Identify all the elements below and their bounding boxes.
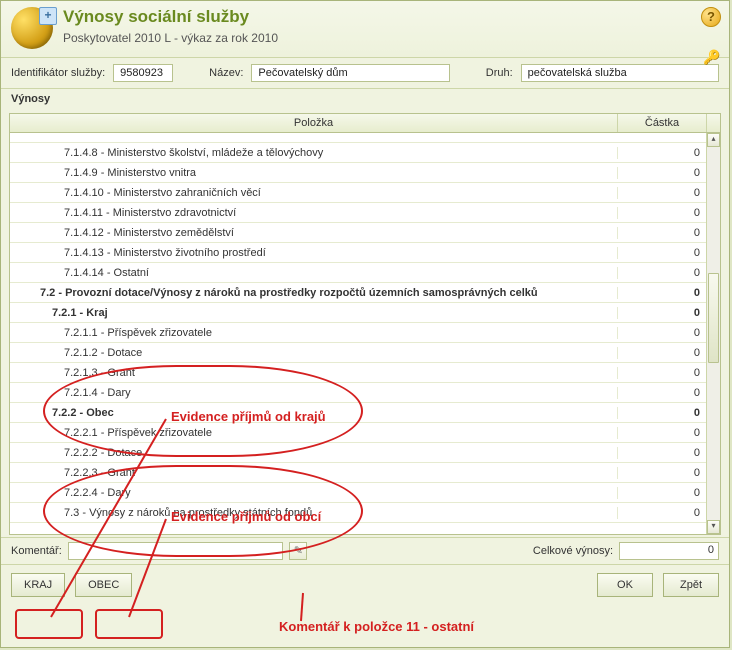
cell-item: 7.2.1.3 - Grant xyxy=(10,367,618,379)
table-row[interactable]: 7.2.1.2 - Dotace0 xyxy=(10,343,706,363)
table-row[interactable]: 7.2.2.2 - Dotace0 xyxy=(10,443,706,463)
cell-amount: 0 xyxy=(618,147,706,159)
cell-amount: 0 xyxy=(618,207,706,219)
table-row[interactable]: 7.2 - Provozní dotace/Výnosy z nároků na… xyxy=(10,283,706,303)
header: Výnosy sociální služby Poskytovatel 2010… xyxy=(1,1,729,58)
table-row[interactable]: 7.1.4.8 - Ministerstvo školství, mládeže… xyxy=(10,143,706,163)
rows-container: 7.1.4.8 - Ministerstvo školství, mládeže… xyxy=(10,133,706,534)
table-row[interactable]: 7.2.2.3 - Grant0 xyxy=(10,463,706,483)
cell-item: 7.2.1.1 - Příspěvek zřizovatele xyxy=(10,327,618,339)
table-row[interactable]: 7.2.2.4 - Dary0 xyxy=(10,483,706,503)
comment-input[interactable] xyxy=(68,542,284,560)
grid: Položka Částka 7.1.4.8 - Ministerstvo šk… xyxy=(9,113,721,535)
id-value: 9580923 xyxy=(113,64,173,82)
cell-amount: 0 xyxy=(618,347,706,359)
table-row[interactable]: 7.2.1.3 - Grant0 xyxy=(10,363,706,383)
table-row[interactable]: 7.1.4.10 - Ministerstvo zahraničních věc… xyxy=(10,183,706,203)
page-subtitle: Poskytovatel 2010 L - výkaz za rok 2010 xyxy=(63,31,278,45)
cell-amount: 0 xyxy=(618,307,706,319)
comment-label: Komentář: xyxy=(11,545,62,557)
cell-amount: 0 xyxy=(618,327,706,339)
help-icon[interactable]: ? xyxy=(701,7,721,27)
cell-amount: 0 xyxy=(618,267,706,279)
table-row[interactable]: 7.1.4.11 - Ministerstvo zdravotnictví0 xyxy=(10,203,706,223)
cell-item: 7.2.2.1 - Příspěvek zřizovatele xyxy=(10,427,618,439)
cell-item: 7.2 - Provozní dotace/Výnosy z nároků na… xyxy=(10,287,618,299)
back-button[interactable]: Zpět xyxy=(663,573,719,597)
obec-button[interactable]: OBEC xyxy=(75,573,132,597)
table-row[interactable]: 7.1.4.12 - Ministerstvo zemědělství0 xyxy=(10,223,706,243)
page-title: Výnosy sociální služby xyxy=(63,7,278,27)
cell-item: 7.2.2.2 - Dotace xyxy=(10,447,618,459)
footer-buttons: KRAJ OBEC OK Zpět xyxy=(1,564,729,605)
table-row[interactable]: 7.2.2.1 - Příspěvek zřizovatele0 xyxy=(10,423,706,443)
col-item[interactable]: Položka xyxy=(10,114,618,132)
cell-amount: 0 xyxy=(618,187,706,199)
cell-item: 7.1.4.14 - Ostatní xyxy=(10,267,618,279)
table-row[interactable]: 7.1.4.14 - Ostatní0 xyxy=(10,263,706,283)
scroll-up-button[interactable]: ▴ xyxy=(707,133,720,147)
total-value: 0 xyxy=(619,542,719,560)
cell-amount: 0 xyxy=(618,487,706,499)
grid-header: Položka Částka xyxy=(10,114,720,133)
cell-item: 7.1.4.13 - Ministerstvo životního prostř… xyxy=(10,247,618,259)
cell-item: 7.1.4.11 - Ministerstvo zdravotnictví xyxy=(10,207,618,219)
table-row[interactable]: 7.2.1.4 - Dary0 xyxy=(10,383,706,403)
annotation-text-comment: Komentář k položce 11 - ostatní xyxy=(279,619,474,634)
table-row[interactable]: 7.2.1 - Kraj0 xyxy=(10,303,706,323)
cell-amount: 0 xyxy=(618,367,706,379)
cell-item: 7.2.1 - Kraj xyxy=(10,307,618,319)
cell-item: 7.1.4.10 - Ministerstvo zahraničních věc… xyxy=(10,187,618,199)
footer-summary: Komentář: Celkové výnosy: 0 xyxy=(1,537,729,564)
cell-amount: 0 xyxy=(618,227,706,239)
table-row[interactable]: 7.1.4.13 - Ministerstvo životního prostř… xyxy=(10,243,706,263)
cell-amount: 0 xyxy=(618,467,706,479)
section-title: Výnosy xyxy=(1,89,729,107)
cell-item: 7.2.1.4 - Dary xyxy=(10,387,618,399)
name-label: Název: xyxy=(209,67,243,79)
window: Výnosy sociální služby Poskytovatel 2010… xyxy=(0,0,730,648)
table-row[interactable]: 7.2.2 - Obec0 xyxy=(10,403,706,423)
coins-icon xyxy=(11,7,53,49)
cell-amount: 0 xyxy=(618,407,706,419)
cell-amount: 0 xyxy=(618,507,706,519)
table-row[interactable]: 7.3 - Výnosy z nároků na prostředky stát… xyxy=(10,503,706,523)
cell-item: 7.1.4.9 - Ministerstvo vnitra xyxy=(10,167,618,179)
scrollbar[interactable]: ▴ ▾ xyxy=(706,133,720,534)
ok-button[interactable]: OK xyxy=(597,573,653,597)
header-text: Výnosy sociální služby Poskytovatel 2010… xyxy=(63,7,278,45)
cell-amount: 0 xyxy=(618,427,706,439)
cell-amount: 0 xyxy=(618,387,706,399)
total-label: Celkové výnosy: xyxy=(533,545,613,557)
cell-amount: 0 xyxy=(618,247,706,259)
cell-amount: 0 xyxy=(618,287,706,299)
kraj-button[interactable]: KRAJ xyxy=(11,573,65,597)
scroll-thumb[interactable] xyxy=(708,273,719,363)
cell-item: 7.2.1.2 - Dotace xyxy=(10,347,618,359)
col-scrollbar-spacer xyxy=(706,114,720,132)
table-row-cut[interactable] xyxy=(10,133,706,143)
annotation-text-obec: Evidence příjmů od obcí xyxy=(171,509,321,524)
annotation-text-kraj: Evidence příjmů od krajů xyxy=(171,409,326,424)
cell-item: 7.1.4.12 - Ministerstvo zemědělství xyxy=(10,227,618,239)
kind-value: pečovatelská služba xyxy=(521,64,719,82)
cell-item: 7.1.4.8 - Ministerstvo školství, mládeže… xyxy=(10,147,618,159)
cell-item: 7.2.2.3 - Grant xyxy=(10,467,618,479)
edit-comment-icon[interactable] xyxy=(289,542,307,560)
col-amount[interactable]: Částka xyxy=(618,114,706,132)
cell-amount: 0 xyxy=(618,447,706,459)
cell-item: 7.2.2.4 - Dary xyxy=(10,487,618,499)
scroll-down-button[interactable]: ▾ xyxy=(707,520,720,534)
grid-body: 7.1.4.8 - Ministerstvo školství, mládeže… xyxy=(10,133,720,534)
kind-label: Druh: xyxy=(486,67,513,79)
name-value: Pečovatelský dům xyxy=(251,64,449,82)
annotation-rect-kraj-btn xyxy=(15,609,83,639)
annotation-rect-obec-btn xyxy=(95,609,163,639)
table-row[interactable]: 7.2.1.1 - Příspěvek zřizovatele0 xyxy=(10,323,706,343)
id-label: Identifikátor služby: xyxy=(11,67,105,79)
info-bar: Identifikátor služby: 9580923 Název: Peč… xyxy=(1,58,729,89)
table-row[interactable]: 7.1.4.9 - Ministerstvo vnitra0 xyxy=(10,163,706,183)
key-icon[interactable]: 🔑 xyxy=(703,49,721,61)
cell-amount: 0 xyxy=(618,167,706,179)
